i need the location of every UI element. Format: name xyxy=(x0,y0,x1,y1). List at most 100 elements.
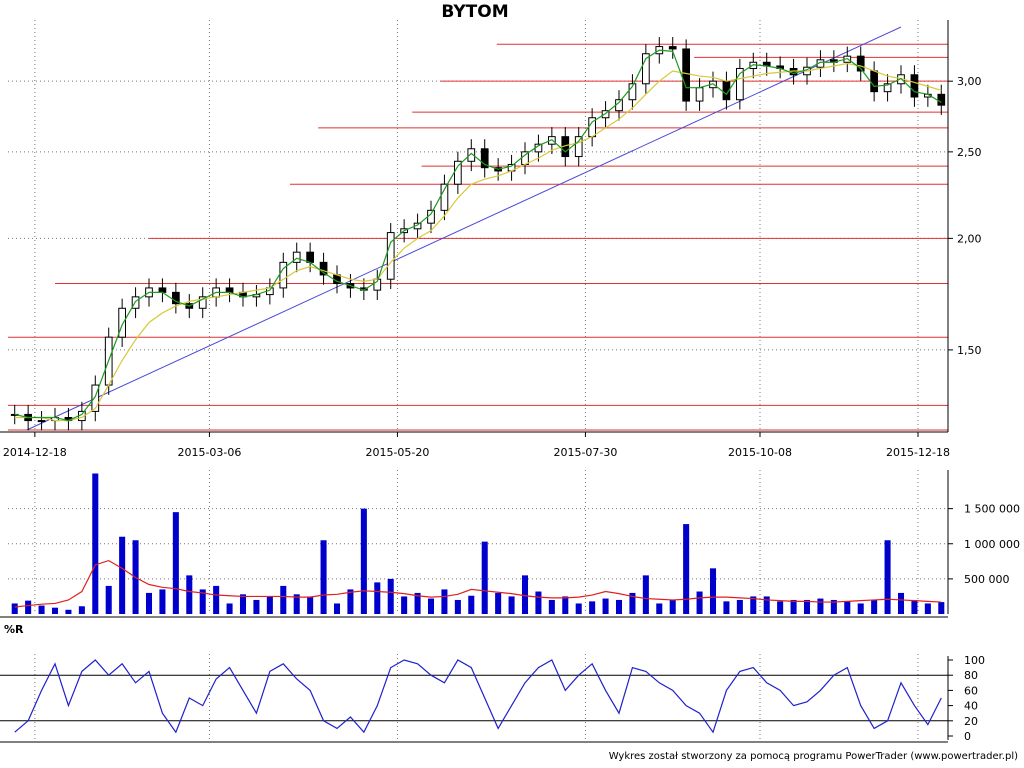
volume-bar xyxy=(535,591,542,614)
candle-body xyxy=(225,287,234,293)
volume-ma-line xyxy=(14,559,942,608)
volume-bar xyxy=(226,603,233,614)
volume-bar xyxy=(468,595,475,614)
volume-bar xyxy=(723,601,730,614)
volume-bar xyxy=(777,601,784,614)
volume-bar xyxy=(763,596,770,614)
x-tick-label: 2015-05-20 xyxy=(365,446,429,459)
grid xyxy=(8,20,948,740)
volume-bar xyxy=(401,596,408,614)
ma-short-line xyxy=(14,49,942,422)
candle-body xyxy=(292,251,301,263)
y-tick-label: 2,50 xyxy=(957,146,982,159)
volume-bar xyxy=(441,589,448,614)
x-tick-label: 2015-12-18 xyxy=(886,446,950,459)
volume-bar xyxy=(844,601,851,614)
candle-body xyxy=(386,232,395,280)
candle-body xyxy=(440,183,449,211)
volume-bar xyxy=(803,599,811,614)
indicator-label: %R xyxy=(4,623,24,636)
candle-body xyxy=(279,261,288,289)
volume-bar xyxy=(589,601,596,614)
candle-body xyxy=(937,93,946,106)
candle-body xyxy=(172,291,180,305)
ma-long-line xyxy=(14,62,942,422)
volume-bar xyxy=(239,594,247,614)
candle-body xyxy=(306,251,314,263)
volume-bar xyxy=(642,575,649,614)
volume-bar xyxy=(119,536,126,614)
volume-bar xyxy=(495,592,502,614)
trendline xyxy=(26,26,902,431)
candle-body xyxy=(642,53,650,85)
volume-bar xyxy=(186,575,193,614)
volume-bar xyxy=(790,599,797,614)
volume-bar xyxy=(65,609,72,614)
volume-bar xyxy=(736,599,743,614)
volume-bar xyxy=(374,582,381,614)
footer-credit: Wykres został stworzony za pomocą progra… xyxy=(608,751,1018,762)
volume-bar xyxy=(656,603,663,614)
volume-bar xyxy=(454,599,461,614)
volume-bar xyxy=(266,596,273,614)
candle-body xyxy=(91,384,100,412)
volume-bar xyxy=(575,603,582,614)
candle-body xyxy=(736,67,744,101)
volume-bar xyxy=(347,589,354,614)
volume-bar xyxy=(320,540,327,614)
y-tick-label: 1,50 xyxy=(957,344,982,357)
volume-bar xyxy=(199,589,206,614)
x-tick-label: 2014-12-18 xyxy=(3,446,67,459)
volume-tick-label: 1 000 000 xyxy=(964,538,1020,551)
volume-bar xyxy=(857,603,864,614)
volume-bar xyxy=(253,599,260,614)
volume-bar xyxy=(615,599,623,614)
y-tick-label: 3,00 xyxy=(957,75,982,88)
volume-bar xyxy=(884,540,891,614)
candle-body xyxy=(910,74,919,98)
candle-body xyxy=(118,307,126,338)
volume-bar xyxy=(696,591,703,614)
volume-tick-label: 1 500 000 xyxy=(964,503,1020,516)
williams-r-line xyxy=(14,659,942,734)
volume-bar xyxy=(548,599,555,614)
volume-bar xyxy=(830,599,837,614)
volume-bar xyxy=(562,596,569,614)
candle-body xyxy=(870,70,878,93)
volume-bar xyxy=(387,578,394,614)
candle-body xyxy=(601,110,610,119)
y-tick-label: 2,00 xyxy=(957,232,982,245)
volume-bar xyxy=(307,596,314,614)
volume-bar xyxy=(871,599,878,614)
volume-bar xyxy=(78,606,85,614)
volume-bar xyxy=(427,598,435,614)
x-tick-label: 2015-10-08 xyxy=(728,446,792,459)
candle-body xyxy=(37,420,46,423)
volume-bar xyxy=(602,598,609,614)
volume-bar xyxy=(481,541,488,614)
volume-bar xyxy=(145,592,153,614)
volume-bar xyxy=(924,603,931,614)
x-tick-label: 2015-07-30 xyxy=(553,446,617,459)
volume-bar xyxy=(629,592,636,614)
volume-bar xyxy=(669,599,676,614)
williams-r-panel xyxy=(0,659,948,734)
volume-bar xyxy=(414,592,421,614)
volume-bar xyxy=(38,605,45,614)
price-panel xyxy=(8,26,948,431)
candle-body xyxy=(574,136,583,158)
candle-body xyxy=(668,46,677,50)
volume-bar xyxy=(897,592,905,614)
wr-tick-label: 40 xyxy=(964,700,978,713)
volume-bar xyxy=(11,603,18,614)
wr-tick-label: 60 xyxy=(964,684,978,697)
wr-tick-label: 80 xyxy=(964,669,978,682)
volume-bar xyxy=(683,524,690,614)
x-tick-label: 2015-03-06 xyxy=(177,446,241,459)
volume-bar xyxy=(508,596,515,614)
volume-bar xyxy=(92,473,99,614)
volume-bar xyxy=(159,589,166,614)
candle-body xyxy=(682,48,690,102)
volume-bar xyxy=(938,602,945,614)
